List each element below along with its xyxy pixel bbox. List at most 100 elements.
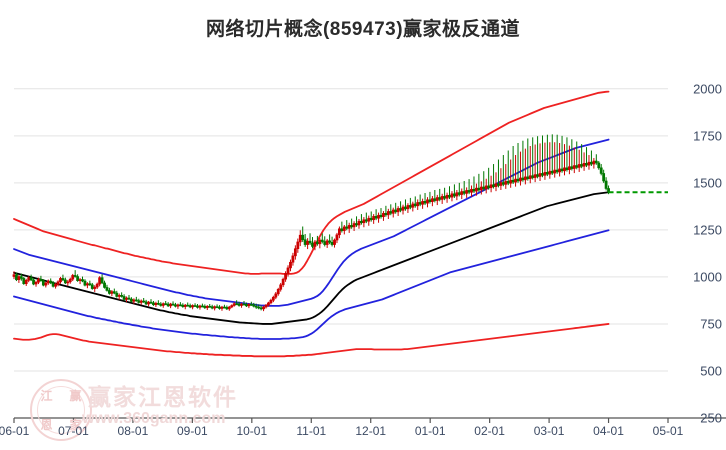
candle-body: [37, 278, 40, 283]
candle-body: [276, 289, 280, 295]
x-axis-tick-label: 07-01: [58, 424, 89, 438]
candle-body: [242, 303, 246, 306]
candle-body: [470, 188, 473, 193]
candle-body: [61, 278, 65, 281]
candle-body: [342, 226, 346, 231]
x-axis-tick-label: 05-01: [652, 424, 684, 438]
candle-body: [430, 198, 434, 202]
candle-body: [39, 278, 43, 281]
candle-body: [19, 276, 23, 279]
candle-body: [545, 172, 549, 175]
series-channel_upper_inner: [13, 138, 610, 307]
candle-body: [259, 307, 263, 310]
candle-body: [325, 240, 329, 245]
series-candles: [12, 134, 610, 312]
candle-body: [389, 211, 393, 214]
candle-body: [203, 305, 207, 309]
candle-body: [330, 242, 334, 245]
candle-body: [22, 278, 26, 284]
candle-body: [269, 299, 273, 304]
candle-body: [144, 301, 148, 305]
candle-body: [445, 194, 449, 199]
candle-body: [360, 220, 363, 224]
candle-body: [372, 216, 376, 221]
candle-body: [599, 167, 603, 174]
candle-body: [59, 278, 62, 283]
page-title: 网络切片概念(859473)赢家极反通道: [205, 19, 521, 40]
candle-body: [499, 182, 503, 186]
candle-body: [396, 208, 400, 213]
candle-body: [127, 297, 131, 300]
candle-body: [122, 296, 126, 300]
candle-body: [174, 304, 177, 307]
candle-body: [237, 303, 241, 306]
candle-body: [201, 305, 204, 308]
candle-body: [587, 161, 591, 166]
candle-body: [315, 241, 319, 245]
candle-body: [570, 166, 574, 169]
candle-body: [362, 219, 366, 224]
candle-body: [291, 255, 295, 263]
candle-body: [281, 278, 285, 286]
candle-body: [12, 274, 16, 277]
candle-body: [572, 165, 576, 169]
candle-body: [404, 206, 407, 210]
candle-body: [100, 277, 104, 284]
candle-body: [406, 205, 410, 210]
candle-body: [460, 191, 464, 195]
candle-body: [220, 306, 224, 309]
candle-body: [465, 190, 469, 194]
candle-body: [161, 303, 165, 306]
x-axis-tick-label: 03-01: [533, 424, 565, 438]
candle-body: [479, 186, 483, 191]
series-channel_lower_outer: [13, 323, 610, 358]
x-axis-tick-label: 08-01: [117, 424, 149, 438]
candle-body: [382, 213, 385, 218]
candle-body: [301, 234, 305, 240]
candle-body: [582, 163, 586, 167]
candle-body: [159, 303, 163, 306]
candle-body: [347, 225, 351, 229]
candle-body: [247, 304, 251, 307]
candle-body: [484, 185, 488, 190]
candle-body: [335, 234, 339, 241]
candle-body: [320, 239, 324, 242]
candle-body: [125, 297, 128, 300]
candle-body: [418, 202, 422, 205]
candle-body: [139, 300, 143, 303]
candle-body: [254, 305, 258, 308]
candle-body: [352, 223, 356, 228]
candle-body: [311, 242, 314, 247]
candle-body: [560, 168, 564, 172]
candle-body: [271, 296, 275, 301]
candle-body: [215, 306, 219, 308]
y-axis-tick-label: 1250: [693, 222, 722, 238]
candle-body: [350, 225, 354, 228]
candle-body: [183, 304, 187, 307]
candle-body: [205, 305, 209, 309]
candle-body: [489, 184, 493, 189]
candle-body: [497, 183, 500, 186]
candle-body: [563, 167, 566, 172]
candle-body: [487, 185, 491, 189]
candle-body: [227, 306, 231, 310]
x-axis-tick-label: 09-01: [177, 424, 208, 438]
y-axis-tick-label: 250: [700, 410, 722, 426]
candle-body: [257, 306, 261, 309]
candle-body: [44, 282, 48, 286]
candle-body: [421, 201, 425, 205]
candle-body: [240, 303, 243, 306]
candle-body: [245, 304, 248, 307]
candle-body: [313, 241, 317, 247]
candle-body: [308, 240, 312, 244]
candle-body: [88, 283, 92, 286]
candle-body: [472, 188, 476, 192]
candle-body: [443, 196, 447, 199]
x-axis-tick-label: 02-01: [474, 424, 505, 438]
candle-body: [533, 174, 537, 178]
candle-body: [95, 283, 99, 288]
candle-body: [166, 303, 170, 307]
candle-body: [76, 276, 80, 281]
candle-body: [188, 305, 192, 308]
candle-body: [440, 196, 444, 200]
